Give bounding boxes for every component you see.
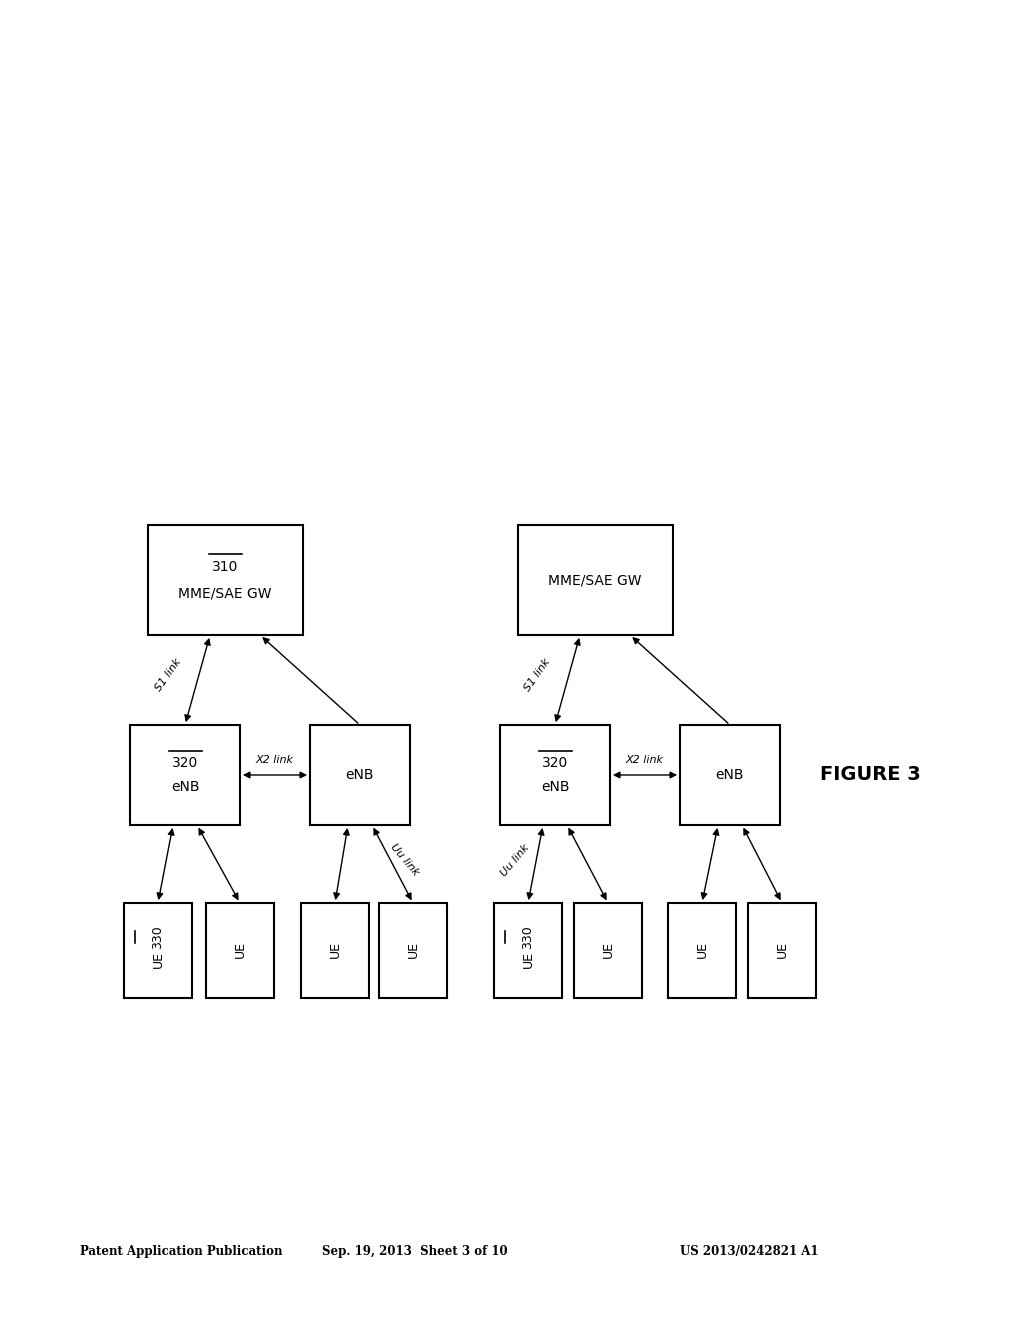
Text: eNB: eNB — [346, 768, 374, 781]
Text: UE: UE — [329, 941, 341, 958]
Text: Patent Application Publication: Patent Application Publication — [80, 1246, 283, 1258]
Bar — [748, 903, 816, 998]
Text: 320: 320 — [172, 756, 198, 770]
Bar — [517, 525, 673, 635]
Text: eNB: eNB — [716, 768, 744, 781]
Bar — [147, 525, 302, 635]
Text: eNB: eNB — [171, 780, 200, 795]
Text: UE: UE — [695, 941, 709, 958]
Text: S1 link: S1 link — [154, 657, 183, 693]
Text: UE: UE — [233, 941, 247, 958]
Bar — [680, 725, 780, 825]
Bar — [301, 903, 369, 998]
Text: UE: UE — [775, 941, 788, 958]
Bar — [668, 903, 736, 998]
Text: MME/SAE GW: MME/SAE GW — [548, 573, 642, 587]
Text: UE: UE — [152, 950, 165, 968]
Bar — [500, 725, 610, 825]
Text: MME/SAE GW: MME/SAE GW — [178, 586, 271, 601]
Text: X2 link: X2 link — [255, 755, 293, 766]
Text: Sep. 19, 2013  Sheet 3 of 10: Sep. 19, 2013 Sheet 3 of 10 — [323, 1246, 508, 1258]
Text: 330: 330 — [152, 925, 165, 949]
Text: S1 link: S1 link — [522, 657, 552, 693]
Text: X2 link: X2 link — [625, 755, 663, 766]
Bar — [130, 725, 240, 825]
Text: eNB: eNB — [541, 780, 569, 795]
Text: 330: 330 — [521, 925, 535, 949]
Text: 320: 320 — [542, 756, 568, 770]
Text: FIGURE 3: FIGURE 3 — [819, 766, 921, 784]
Text: UE: UE — [601, 941, 614, 958]
Bar — [379, 903, 447, 998]
Text: Uu link: Uu link — [499, 842, 531, 878]
Bar — [310, 725, 410, 825]
Text: UE: UE — [407, 941, 420, 958]
Bar — [124, 903, 193, 998]
Bar — [494, 903, 562, 998]
Bar — [574, 903, 642, 998]
Text: US 2013/0242821 A1: US 2013/0242821 A1 — [680, 1246, 818, 1258]
Bar — [206, 903, 274, 998]
Text: Uu link: Uu link — [389, 842, 421, 878]
Text: 310: 310 — [212, 560, 239, 574]
Text: UE: UE — [521, 950, 535, 968]
